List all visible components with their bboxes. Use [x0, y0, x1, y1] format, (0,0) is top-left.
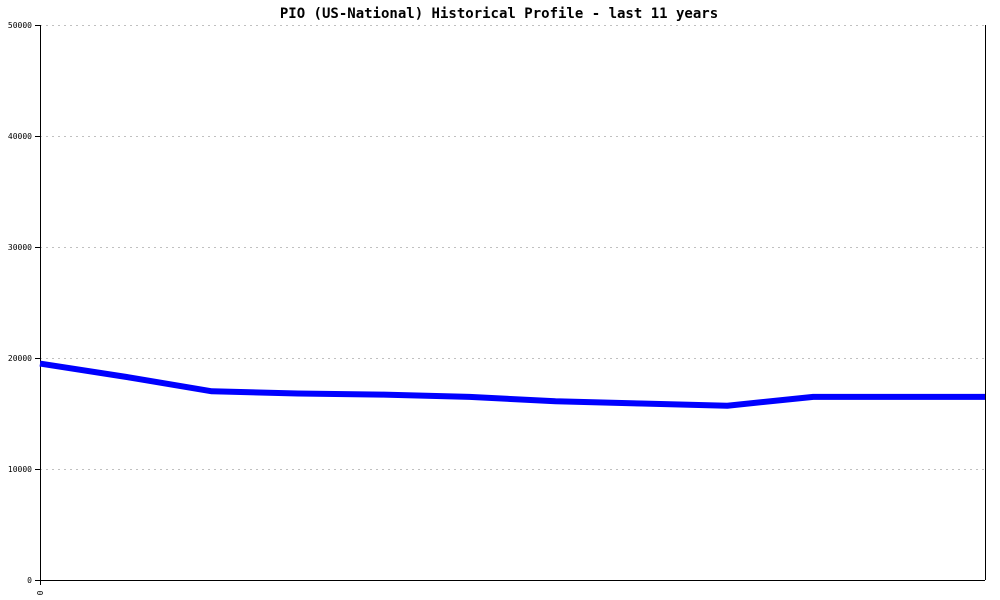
chart-title: PIO (US-National) Historical Profile - l…	[280, 6, 718, 22]
series-line	[39, 360, 985, 409]
x-tick-label: 0	[36, 590, 45, 595]
y-tick-label: 20000	[8, 354, 32, 363]
y-tick-label: 0	[27, 576, 32, 585]
y-tick-label: 30000	[8, 243, 32, 252]
y-tick-label: 10000	[8, 465, 32, 474]
y-tick-label: 40000	[8, 132, 32, 141]
y-tick-label: 50000	[8, 21, 32, 30]
